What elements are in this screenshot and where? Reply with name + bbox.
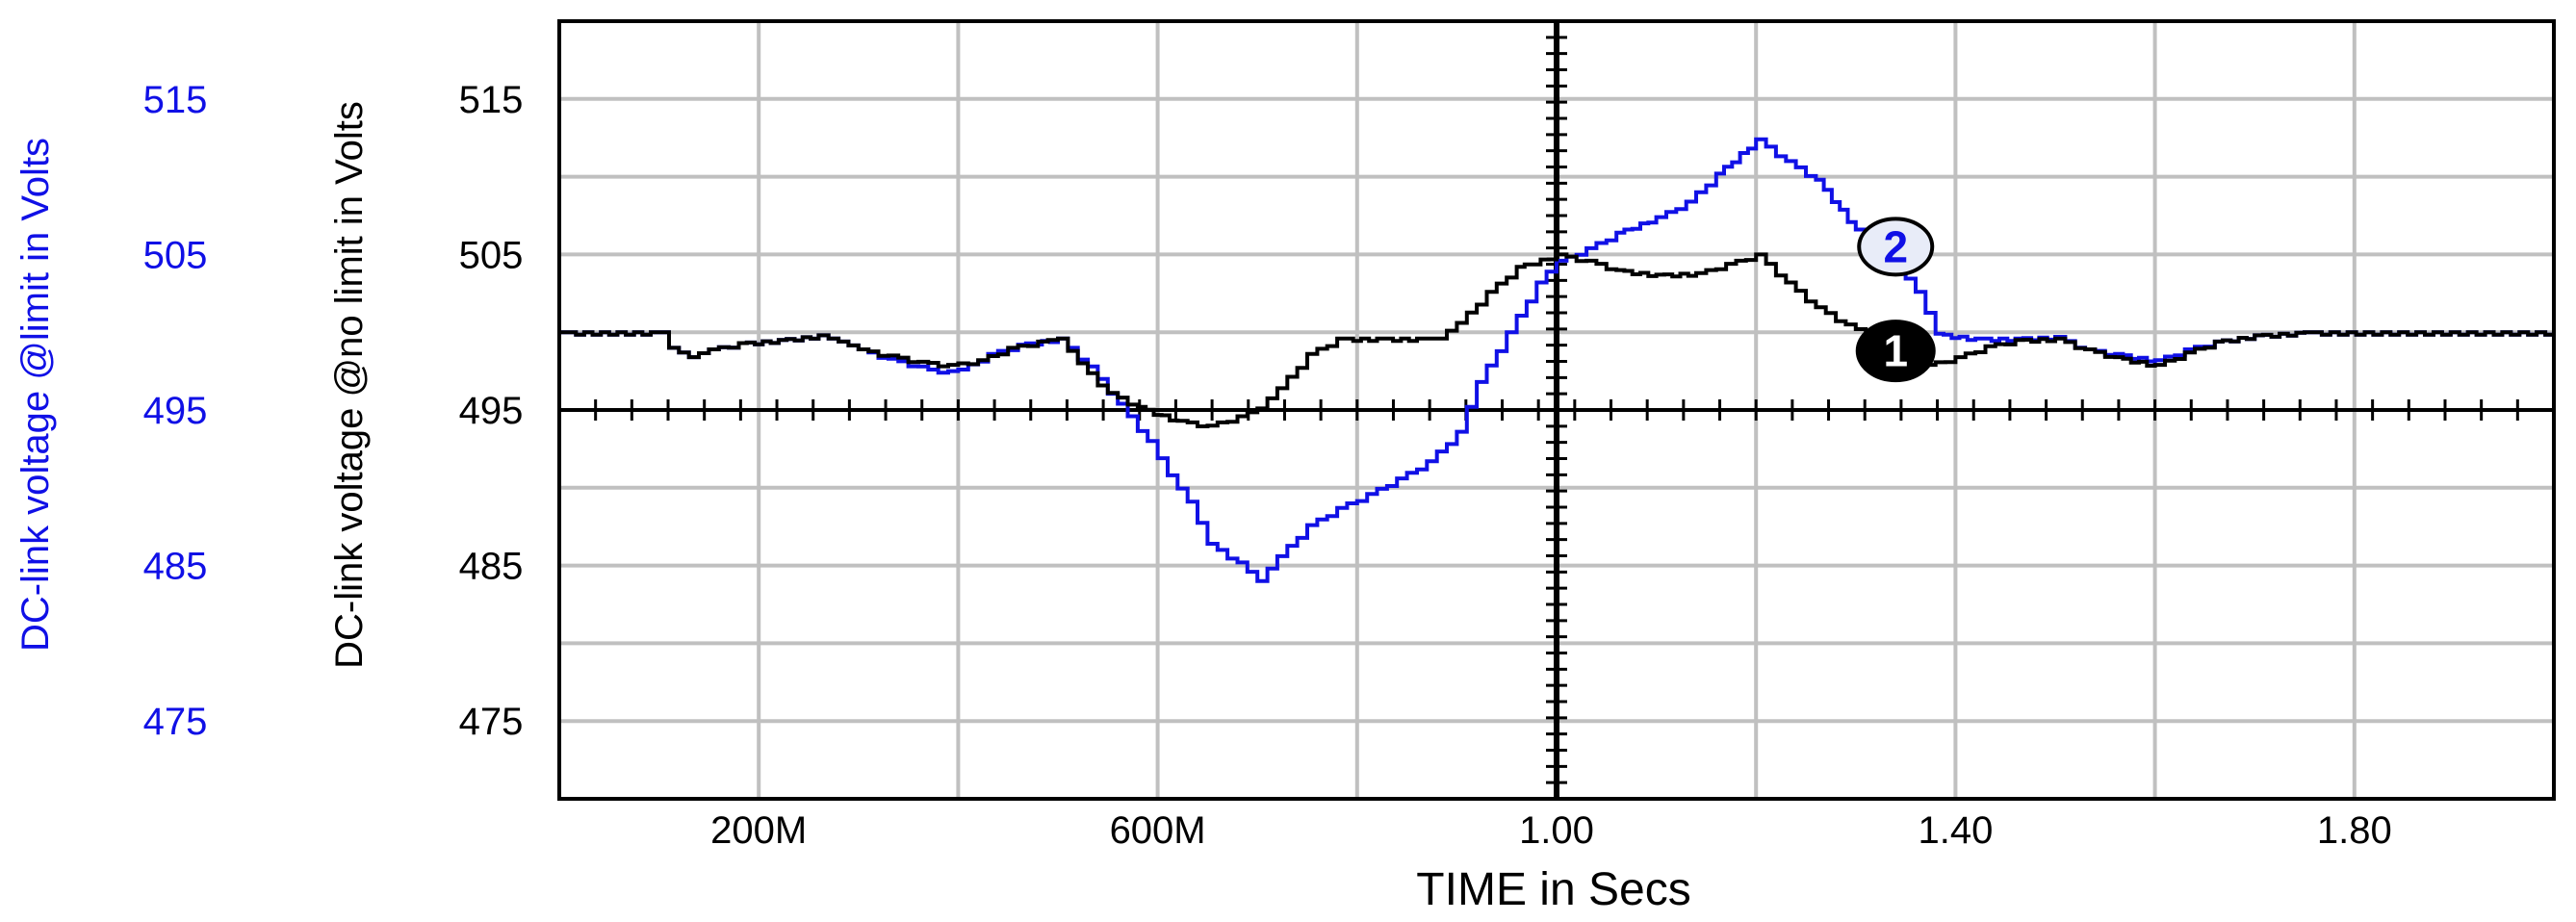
- x-tick-label: 1.00: [1519, 809, 1594, 852]
- plot-area-frame: [557, 19, 2556, 801]
- y-tick-label-limit: 515: [143, 79, 208, 121]
- center-axes: [559, 21, 2554, 799]
- y-tick-label-limit: 485: [143, 546, 208, 588]
- y-tick-label-no-limit: 515: [459, 79, 524, 121]
- y-tick-label-limit: 475: [143, 701, 208, 743]
- series-marker-2-label: 2: [1883, 221, 1908, 271]
- x-tick-label: 600M: [1110, 809, 1206, 852]
- y-tick-label-no-limit: 495: [459, 390, 524, 432]
- x-tick-labels: 200M 600M 1.00 1.40 1.80: [710, 809, 2392, 852]
- y-tick-label-no-limit: 475: [459, 701, 524, 743]
- x-tick-label: 1.40: [1918, 809, 1993, 852]
- series-lines: [559, 137, 2556, 583]
- y-tick-label-no-limit: 505: [459, 234, 524, 276]
- y-tick-label-limit: 505: [143, 234, 208, 276]
- series-marker-1-label: 1: [1883, 326, 1908, 376]
- series-line-1: [559, 252, 2556, 428]
- x-tick-label: 200M: [710, 809, 807, 852]
- y-tick-labels: 515 515 505 505 495 495 485 485 475 475: [143, 79, 524, 743]
- y-axis-title-limit: DC-link voltage @limit in Volts: [14, 138, 57, 652]
- x-tick-label: 1.80: [2317, 809, 2392, 852]
- series-markers: 21: [1855, 217, 1936, 383]
- series-marker-1: [1855, 320, 1936, 383]
- x-axis-title: TIME in Secs: [1416, 864, 1690, 915]
- y-tick-label-limit: 495: [143, 390, 208, 432]
- y-axis-title-no-limit: DC-link voltage @no limit in Volts: [328, 101, 371, 669]
- y-tick-label-no-limit: 485: [459, 546, 524, 588]
- series-marker-2: [1857, 217, 1935, 277]
